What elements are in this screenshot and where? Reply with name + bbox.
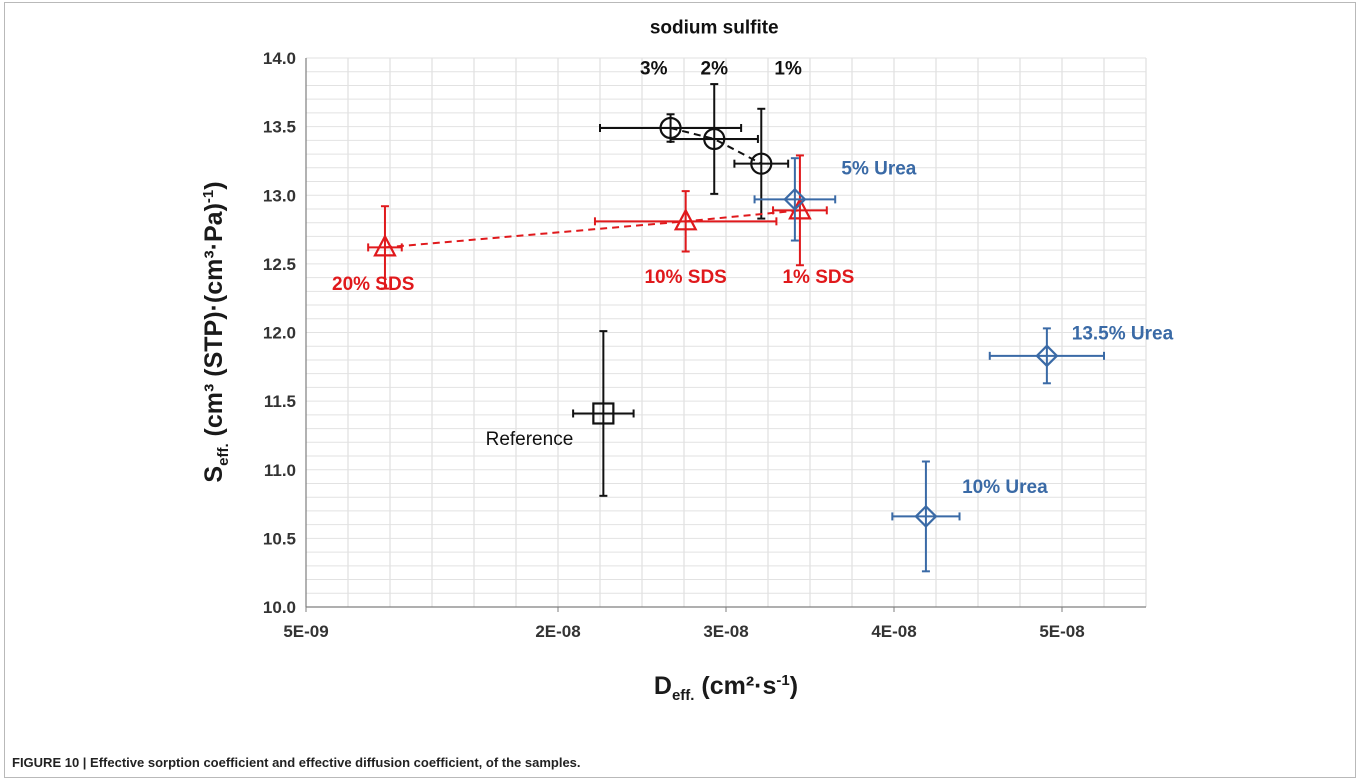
figure-frame [4, 2, 1356, 778]
figure-caption: FIGURE 10 | Effective sorption coefficie… [12, 755, 581, 770]
x-axis-title: Deff. (cm²·s-1) [654, 672, 798, 704]
y-tick-label: 10.5 [263, 529, 296, 548]
sodium-sulfite-marker [750, 152, 773, 175]
data-label: 10% SDS [644, 267, 726, 288]
sodium-sulfite-marker [703, 127, 726, 151]
data-label: 20% SDS [332, 274, 414, 295]
data-label: sodium sulfite [650, 17, 779, 38]
y-tick-label: 13.5 [263, 118, 296, 137]
x-tick-label: 3E-08 [703, 622, 748, 641]
y-tick-label: 10.0 [263, 598, 296, 617]
y-tick-label: 11.5 [264, 392, 296, 411]
sodium-sulfite-trend-line [670, 127, 762, 165]
data-label: 10% Urea [962, 477, 1048, 498]
y-tick-label: 12.0 [263, 324, 296, 343]
reference-marker [592, 402, 615, 425]
x-tick-label: 5E-09 [283, 622, 328, 641]
y-tick-label: 11.0 [264, 461, 296, 480]
data-label: 5% Urea [841, 159, 916, 180]
urea-marker [914, 504, 938, 528]
data-label: Reference [486, 429, 574, 450]
urea-marker [1035, 344, 1059, 368]
data-label: 13.5% Urea [1072, 323, 1174, 344]
y-tick-label: 13.0 [263, 186, 296, 205]
data-label: 2% [701, 58, 729, 79]
x-tick-label: 4E-08 [871, 622, 916, 641]
x-tick-label: 5E-08 [1039, 622, 1084, 641]
x-tick-label: 2E-08 [535, 622, 580, 641]
sds-marker [673, 207, 698, 231]
data-label: 3% [640, 58, 668, 79]
y-axis-title: Seff. (cm³ (STP)·(cm³·Pa)-1) [200, 181, 232, 482]
sds-trend-line [384, 209, 801, 249]
sds-marker [373, 234, 397, 257]
y-tick-label: 12.5 [263, 255, 296, 274]
data-label: 1% [774, 58, 802, 79]
y-tick-label: 14.0 [263, 49, 296, 68]
data-label: 1% SDS [782, 267, 854, 288]
urea-marker [783, 187, 807, 211]
